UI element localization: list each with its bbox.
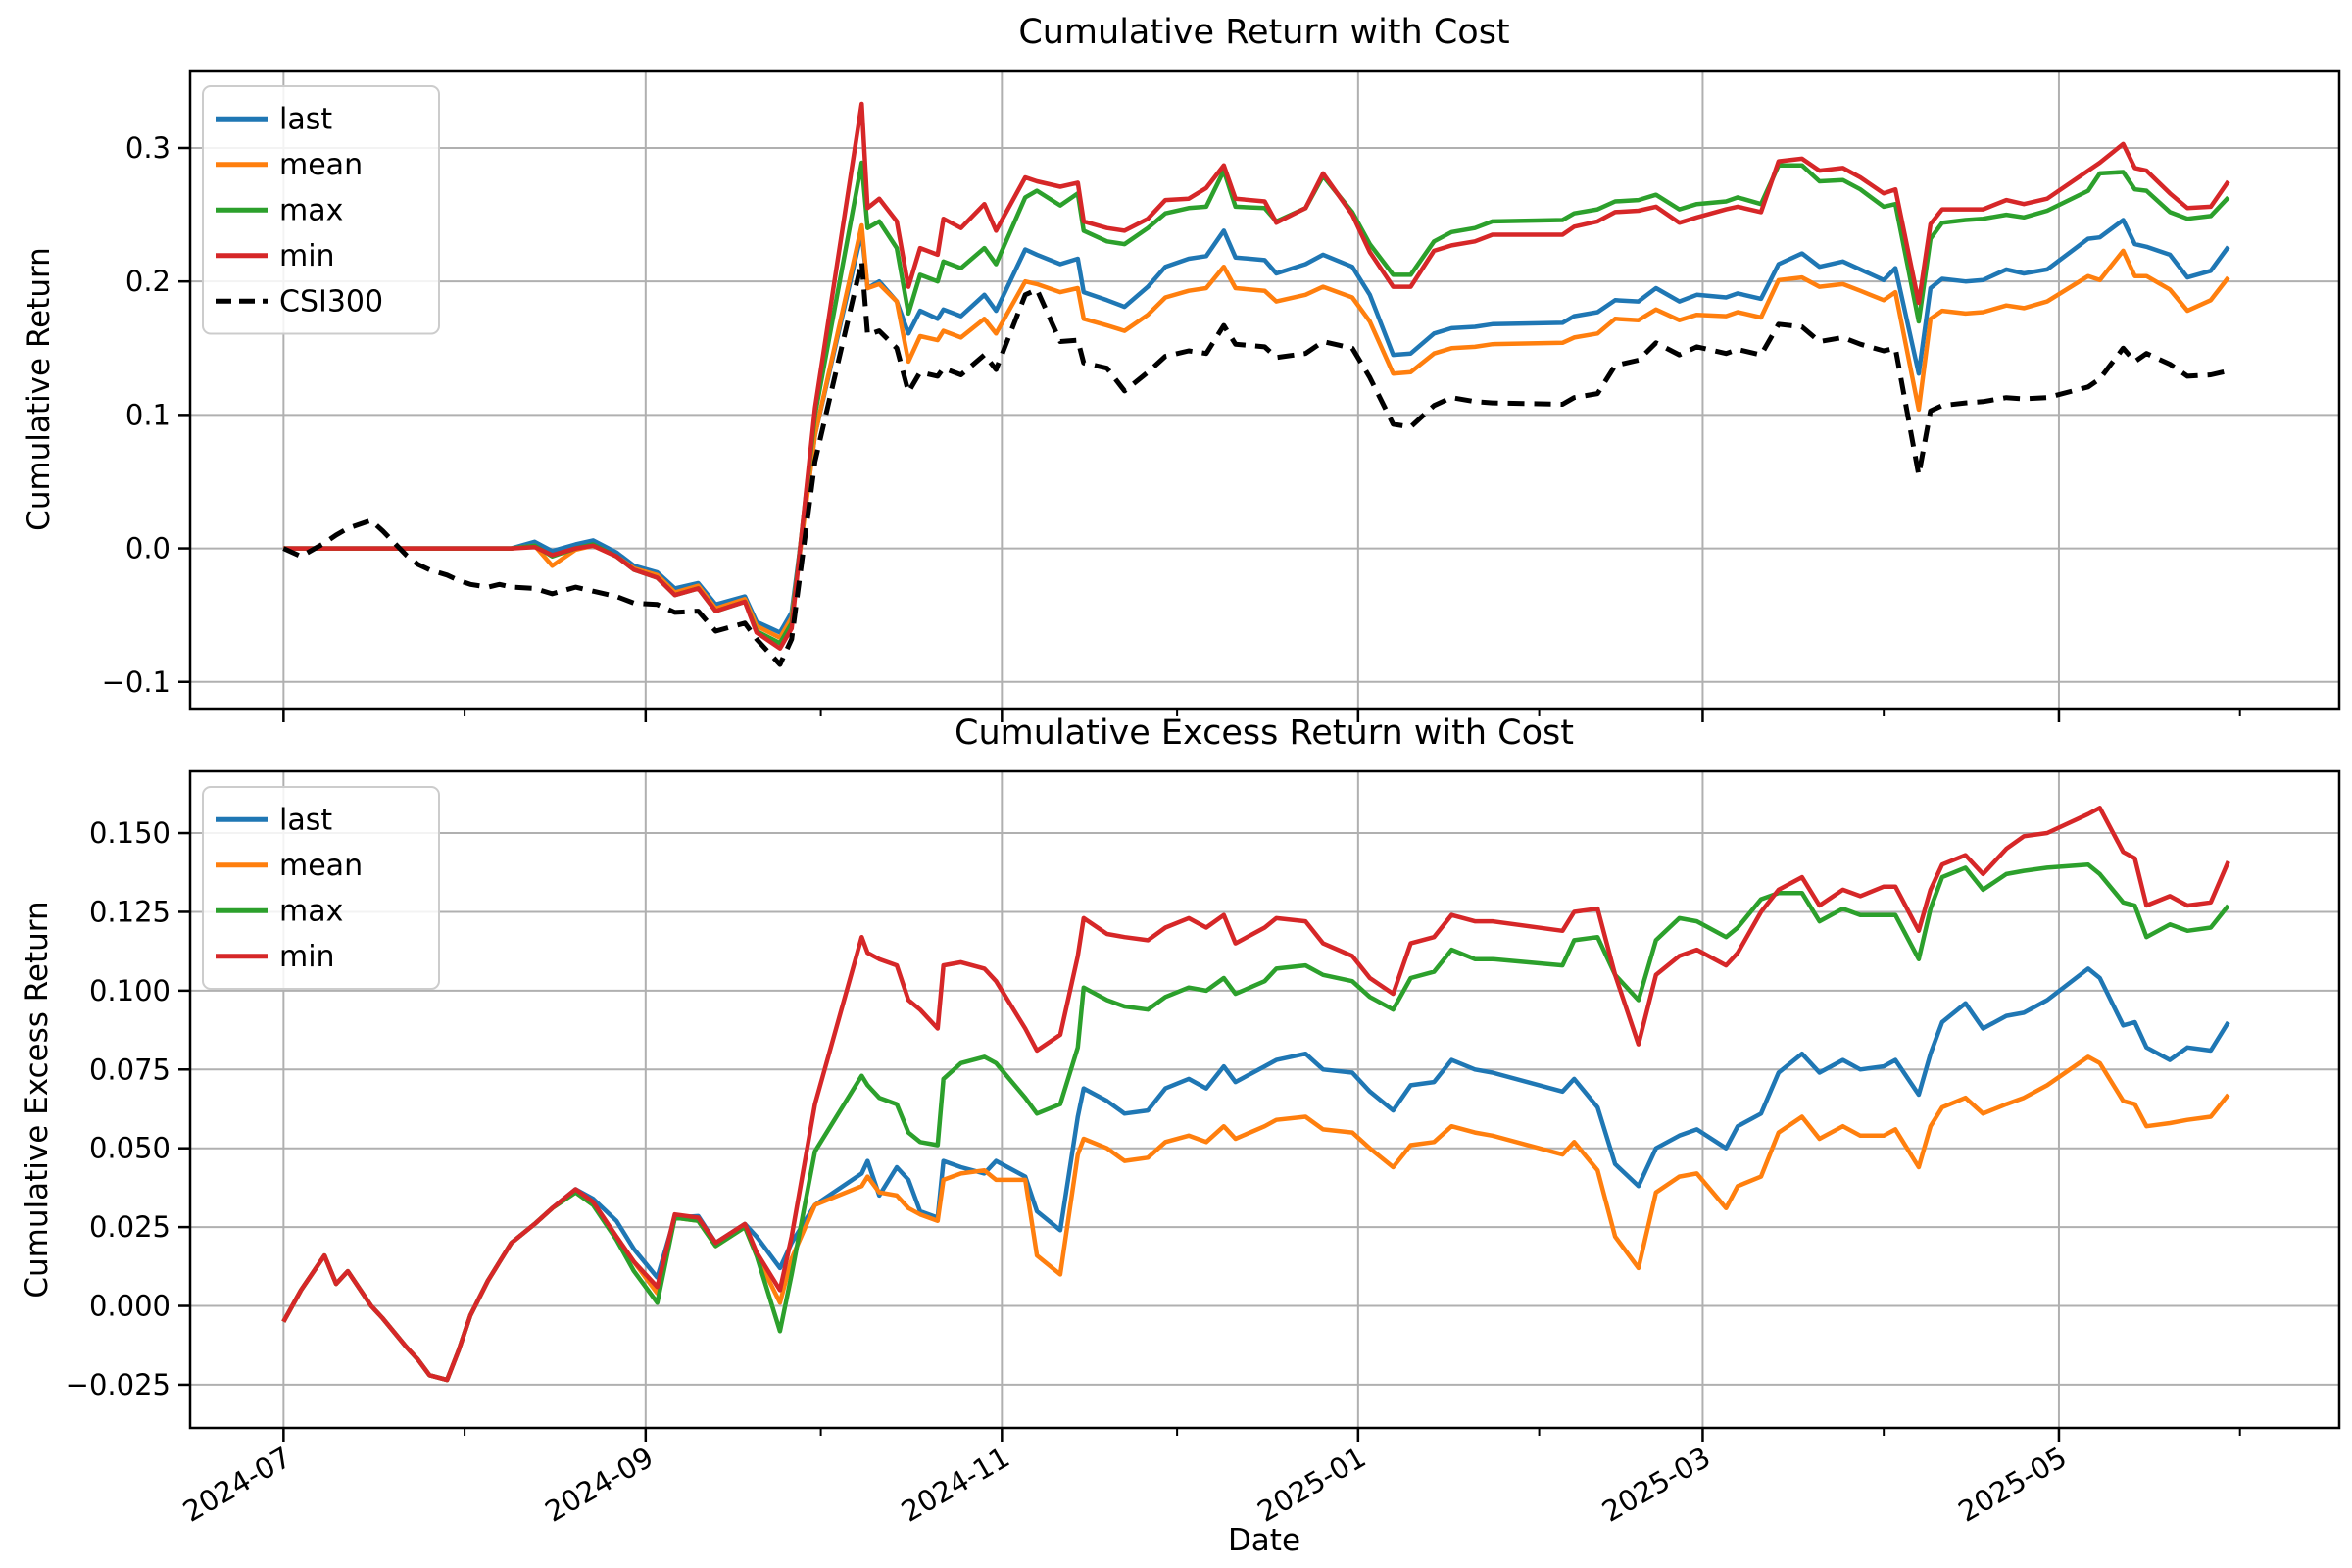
legend-box xyxy=(202,85,440,335)
legend-label: min xyxy=(279,940,335,974)
y-tick-label: 0.2 xyxy=(125,265,171,298)
series-line-mean xyxy=(283,222,2230,641)
y-tick-label: 0.0 xyxy=(125,532,171,565)
y-tick-label: 0.000 xyxy=(89,1290,171,1323)
y-tick-label: 0.1 xyxy=(125,398,171,431)
legend-box xyxy=(202,786,440,990)
chart-title-top: Cumulative Return with Cost xyxy=(1018,13,1509,52)
y-axis-label-bottom: Cumulative Excess Return xyxy=(20,901,55,1298)
y-axis-label-top: Cumulative Return xyxy=(22,247,57,531)
legend-label: max xyxy=(279,193,343,227)
x-axis-label: Date xyxy=(1228,1523,1300,1558)
legend-label: mean xyxy=(279,849,363,883)
y-tick-label: −0.025 xyxy=(66,1368,171,1401)
panel-return: −0.1 0.0 0.1 0.2 0.3 last mean max min CSI300 xyxy=(102,69,2341,722)
series-line-min xyxy=(281,806,2230,1383)
legend-label: min xyxy=(279,239,335,273)
y-tick-label: 0.050 xyxy=(89,1132,171,1165)
legend-label: last xyxy=(279,803,332,837)
y-tick-label: 0.150 xyxy=(89,816,171,850)
legend: last mean max min CSI300 xyxy=(202,85,440,335)
y-tick-label: −0.1 xyxy=(102,665,171,699)
axes-spines xyxy=(188,69,2341,710)
series-line-csi300 xyxy=(282,259,2230,667)
series-line-min xyxy=(283,101,2230,651)
axes-spines xyxy=(188,769,2341,1430)
legend: last mean max min xyxy=(202,786,440,990)
y-tick-label: 0.075 xyxy=(89,1053,171,1086)
legend-label: last xyxy=(279,102,332,136)
legend-label: max xyxy=(279,894,343,928)
y-tick-label: 0.100 xyxy=(89,974,171,1007)
y-tick-label: 0.3 xyxy=(125,131,171,165)
y-tick-label: 0.125 xyxy=(89,895,171,928)
legend-label: mean xyxy=(279,148,363,182)
y-tick-label: 0.025 xyxy=(89,1210,171,1244)
series-line-last xyxy=(283,218,2230,635)
legend-label: CSI300 xyxy=(279,284,383,318)
chart-title-bottom: Cumulative Excess Return with Cost xyxy=(955,713,1574,753)
